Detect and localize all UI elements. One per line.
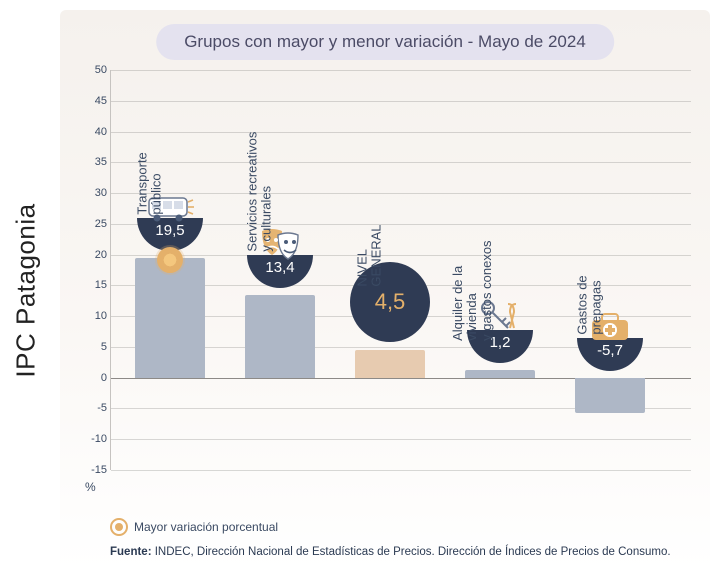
- ytick-label: -5: [83, 402, 107, 414]
- gridline: [111, 101, 691, 102]
- chart-panel: Grupos con mayor y menor variación - May…: [60, 10, 710, 570]
- ytick-label: -15: [83, 464, 107, 476]
- ytick-label: 5: [83, 341, 107, 353]
- gridline: [111, 255, 691, 256]
- source-text: INDEC, Dirección Nacional de Estadística…: [152, 546, 671, 558]
- category-label-line1: Servicios recreativos: [245, 132, 259, 252]
- value-badge: 13,4: [247, 225, 313, 288]
- value-text: 13,4: [265, 255, 294, 276]
- plot-area: %-15-10-505101520253035404550 19,5Transp…: [110, 70, 691, 470]
- category-label: Alquiler de la vivienday gastos conexos: [451, 221, 494, 341]
- category-label-line2: y gastos conexos: [480, 221, 494, 341]
- bar: [245, 295, 315, 377]
- ytick-label: 30: [83, 187, 107, 199]
- gridline: [111, 193, 691, 194]
- value-text: 19,5: [155, 218, 184, 239]
- ytick-label: 35: [83, 156, 107, 168]
- bar: [465, 370, 535, 377]
- max-variation-marker-icon: [157, 247, 183, 273]
- legend-marker-icon: [110, 518, 128, 536]
- side-title: IPC Patagonia: [6, 0, 46, 580]
- gridline: [111, 470, 691, 471]
- category-label: Servicios recreativosy culturales: [245, 132, 274, 252]
- side-title-text: IPC Patagonia: [11, 203, 42, 377]
- bar: [575, 378, 645, 413]
- value-text: -5,7: [597, 338, 623, 359]
- category-label: Transportepúblico: [135, 94, 164, 214]
- ytick-label: 20: [83, 249, 107, 261]
- value-badge: 1,2: [467, 300, 533, 363]
- ytick-label: 15: [83, 279, 107, 291]
- value-badge-general: 4,5: [357, 262, 423, 342]
- source-line: Fuente: INDEC, Dirección Nacional de Est…: [110, 546, 690, 558]
- gridline: [111, 439, 691, 440]
- category-label-line1: Transporte: [135, 94, 149, 214]
- category-label-line2: GENERAL: [370, 167, 384, 287]
- gridline: [111, 162, 691, 163]
- category-label-line2: público: [150, 94, 164, 214]
- category-label: NIVELGENERAL: [355, 167, 384, 287]
- chart-title: Grupos con mayor y menor variación - May…: [156, 24, 614, 60]
- value-text: 1,2: [490, 330, 511, 351]
- legend-label: Mayor variación porcentual: [134, 520, 278, 534]
- bar: [135, 258, 205, 378]
- y-unit-label: %: [85, 480, 96, 494]
- gridline: [111, 70, 691, 71]
- category-label-line1: NIVEL: [355, 167, 369, 287]
- ytick-label: 25: [83, 218, 107, 230]
- masks-icon: [253, 225, 307, 261]
- value-badge: 19,5: [137, 188, 203, 251]
- ytick-label: 0: [83, 372, 107, 384]
- category-label-line1: Alquiler de la vivienda: [451, 221, 480, 341]
- category-label-line2: y culturales: [260, 132, 274, 252]
- medkit-icon: [583, 308, 637, 344]
- gridline: [111, 132, 691, 133]
- ytick-label: 45: [83, 95, 107, 107]
- keys-icon: [473, 300, 527, 336]
- ytick-label: 10: [83, 310, 107, 322]
- source-prefix: Fuente:: [110, 546, 152, 558]
- ytick-label: 50: [83, 64, 107, 76]
- value-text: 4,5: [375, 289, 406, 315]
- gridline: [111, 224, 691, 225]
- bar: [355, 350, 425, 378]
- legend: Mayor variación porcentual: [110, 518, 278, 536]
- ytick-label: -10: [83, 433, 107, 445]
- ytick-label: 40: [83, 126, 107, 138]
